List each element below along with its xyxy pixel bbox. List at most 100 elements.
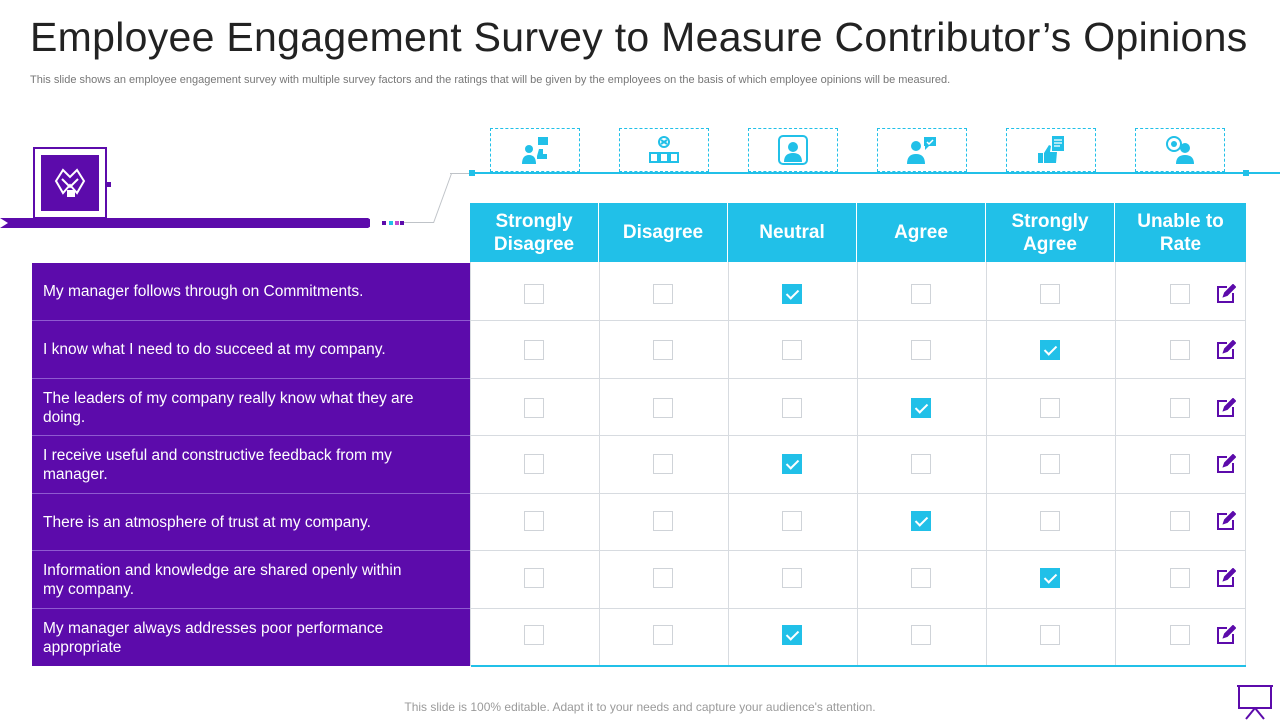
column-header: Agree (857, 203, 985, 262)
rating-checkbox[interactable] (782, 625, 802, 645)
rating-checkbox[interactable] (1040, 568, 1060, 588)
grid-line (471, 493, 1246, 494)
column-header: Neutral (728, 203, 856, 262)
table-bottom-line (471, 665, 1246, 667)
column-header: Disagree (599, 203, 727, 262)
rating-checkbox[interactable] (1040, 511, 1060, 531)
header-line (471, 172, 1280, 174)
voting-icon (619, 128, 709, 172)
decorative-dot (395, 221, 399, 225)
rating-checkbox[interactable] (653, 511, 673, 531)
rating-checkbox[interactable] (524, 511, 544, 531)
row-divider (32, 550, 470, 551)
rating-checkbox[interactable] (1170, 398, 1190, 418)
rating-checkbox[interactable] (782, 284, 802, 304)
grid-line (986, 262, 987, 666)
row-divider (32, 320, 470, 321)
emblem-knob (106, 182, 111, 187)
rating-checkbox[interactable] (1040, 340, 1060, 360)
rating-checkbox[interactable] (1040, 625, 1060, 645)
rating-checkbox[interactable] (653, 568, 673, 588)
rating-checkbox[interactable] (524, 284, 544, 304)
rating-checkbox[interactable] (1170, 454, 1190, 474)
connector-line (450, 173, 472, 174)
edit-icon[interactable] (1216, 283, 1237, 304)
row-label: There is an atmosphere of trust at my co… (32, 494, 470, 551)
emblem-frame (33, 147, 107, 219)
row-label: I know what I need to do succeed at my c… (32, 321, 470, 378)
header-dot (469, 170, 475, 176)
row-divider (32, 608, 470, 609)
row-label: The leaders of my company really know wh… (32, 379, 470, 436)
edit-icon[interactable] (1216, 567, 1237, 588)
rating-checkbox[interactable] (1040, 398, 1060, 418)
rating-checkbox[interactable] (911, 398, 931, 418)
rating-checkbox[interactable] (524, 568, 544, 588)
rating-checkbox[interactable] (1170, 284, 1190, 304)
edit-icon[interactable] (1216, 397, 1237, 418)
column-header: Unable to Rate (1115, 203, 1246, 262)
row-divider (32, 493, 470, 494)
page-subtitle: This slide shows an employee engagement … (30, 74, 951, 86)
rating-checkbox[interactable] (782, 340, 802, 360)
grid-line (471, 378, 1246, 379)
rating-checkbox[interactable] (1040, 284, 1060, 304)
person-feedback-icon (490, 128, 580, 172)
edit-icon[interactable] (1216, 453, 1237, 474)
footer-note: This slide is 100% editable. Adapt it to… (404, 700, 876, 714)
presentation-icon (1236, 682, 1274, 725)
grid-line (471, 550, 1246, 551)
handshake-icon (41, 155, 99, 211)
grid-line (728, 262, 729, 666)
row-label: My manager always addresses poor perform… (32, 609, 470, 666)
rating-checkbox[interactable] (911, 284, 931, 304)
decorative-dot (382, 221, 386, 225)
rating-checkbox[interactable] (524, 340, 544, 360)
edit-icon[interactable] (1216, 624, 1237, 645)
connector-line (404, 222, 434, 223)
rating-checkbox[interactable] (1040, 454, 1060, 474)
rating-checkbox[interactable] (782, 511, 802, 531)
rating-checkbox[interactable] (1170, 625, 1190, 645)
decorative-bar (0, 218, 370, 228)
person-portrait-icon (748, 128, 838, 172)
rating-checkbox[interactable] (782, 454, 802, 474)
rating-checkbox[interactable] (653, 398, 673, 418)
grid-line (1115, 262, 1116, 666)
edit-icon[interactable] (1216, 510, 1237, 531)
grid-line (1245, 262, 1246, 666)
thumbs-up-document-icon (1006, 128, 1096, 172)
rating-checkbox[interactable] (782, 568, 802, 588)
rating-checkbox[interactable] (524, 625, 544, 645)
row-label: Information and knowledge are shared ope… (32, 551, 470, 608)
grid-line (471, 435, 1246, 436)
rating-checkbox[interactable] (1170, 340, 1190, 360)
rating-checkbox[interactable] (524, 454, 544, 474)
rating-checkbox[interactable] (524, 398, 544, 418)
rating-checkbox[interactable] (653, 625, 673, 645)
row-divider (32, 435, 470, 436)
grid-line (857, 262, 858, 666)
grid-line (470, 262, 471, 666)
header-dot (1243, 170, 1249, 176)
grid-line (471, 320, 1246, 321)
rating-checkbox[interactable] (911, 454, 931, 474)
row-label: My manager follows through on Commitment… (32, 263, 470, 320)
edit-icon[interactable] (1216, 339, 1237, 360)
decorative-dot (400, 221, 404, 225)
rating-checkbox[interactable] (653, 284, 673, 304)
grid-line (599, 262, 600, 666)
grid-line (471, 608, 1246, 609)
rating-checkbox[interactable] (653, 340, 673, 360)
rating-checkbox[interactable] (1170, 568, 1190, 588)
row-label: I receive useful and constructive feedba… (32, 436, 470, 493)
rating-checkbox[interactable] (653, 454, 673, 474)
rating-checkbox[interactable] (782, 398, 802, 418)
rating-checkbox[interactable] (911, 625, 931, 645)
rating-checkbox[interactable] (911, 340, 931, 360)
person-chat-icon (877, 128, 967, 172)
rating-checkbox[interactable] (911, 568, 931, 588)
rating-checkbox[interactable] (1170, 511, 1190, 531)
connector-line (433, 173, 453, 223)
rating-checkbox[interactable] (911, 511, 931, 531)
